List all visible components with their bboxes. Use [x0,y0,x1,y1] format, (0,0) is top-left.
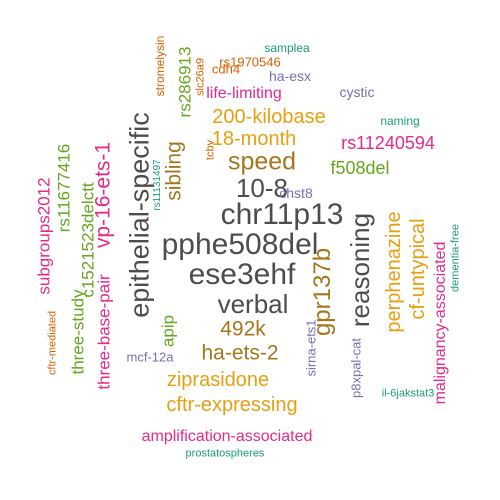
word-chr11p13: chr11p13 [220,198,344,231]
word-il-6jakstat3: il-6jakstat3 [381,387,435,400]
word-ese3ehf: ese3ehf [188,258,296,291]
word-cf-untypical: cf-untypical [407,218,429,320]
word-stromelysin: stromelysin [153,35,167,97]
word-tcbv: tcbv [204,139,217,161]
word-apip: apip [158,314,178,348]
word-10-8: 10-8 [235,173,289,203]
word-ha-ets-2: ha-ets-2 [201,341,279,365]
word-sirna-ets1: sirna-ets1 [303,319,319,377]
word-ziprasidone: ziprasidone [166,369,270,391]
word-rs286913: rs286913 [175,46,195,118]
word-life-limiting: life-limiting [206,85,282,102]
word-cystic: cystic [339,84,375,100]
word-p8xpal-cat: p8xpal-cat [348,338,364,398]
word-three-base-pair: three-base-pair [94,274,114,390]
word-amplification-associated: amplification-associated [141,428,313,445]
word-perphenazine: perphenazine [383,211,405,333]
word-samplea: samplea [264,41,310,55]
word-rs11677416: rs11677416 [54,143,74,233]
word-f508del: f508del [330,158,390,178]
word-prostatospheres: prostatospheres [185,447,265,460]
word-ha-esx: ha-esx [268,68,312,84]
word-rs1970546: rs1970546 [219,54,281,70]
word-sibling: sibling [162,141,186,201]
word-chst8: chst8 [279,185,313,201]
word-200-kilobase: 200-kilobase [212,106,326,128]
word-492k: 492k [220,317,266,341]
word-speed: speed [227,147,297,176]
word-verbal: verbal [217,289,289,319]
word-cftr-expressing: cftr-expressing [166,394,298,416]
word-slc26a9: slc26a9 [194,58,207,96]
word-18-month: 18-month [211,128,297,150]
word-mcf-12a: mcf-12a [126,349,174,365]
word-rs11131497: rs11131497 [152,159,163,211]
word-epithelial-specific: epithelial-specific [124,112,155,318]
word-three-study: three-study [68,289,88,375]
word-subgroups2012: subgroups2012 [34,177,54,295]
word-pphe508del: pphe508del [161,228,319,261]
word-rs11240594: rs11240594 [341,133,435,153]
word-naming: naming [380,114,420,128]
word-reasoning: reasoning [345,212,375,328]
word-malignancy-associated: malignancy-associated [432,241,449,405]
word-dementia-free: dementia-free [449,224,462,292]
word-cdh4: cdh4 [211,61,241,77]
word-cftr-mediated: cftr-mediated [46,310,59,376]
